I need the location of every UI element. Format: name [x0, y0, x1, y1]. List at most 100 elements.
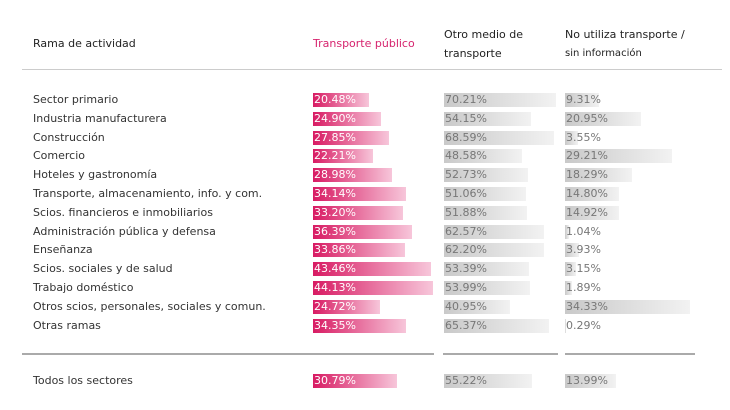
header-no-1: No utiliza transporte /: [565, 28, 685, 41]
table-row: Comercio 22.21% 48.58% 29.21%: [0, 148, 730, 164]
bar-otro: [444, 374, 533, 388]
value-no: 18.29%: [566, 168, 608, 182]
value-tp: 30.79%: [314, 374, 356, 387]
value-no: 14.80%: [566, 187, 608, 200]
value-no: 3.55%: [566, 130, 601, 144]
value-otro: 62.57%: [445, 224, 487, 238]
divider-tp: [22, 353, 434, 355]
bar-otro: [444, 299, 510, 314]
value-tp: 24.72%: [314, 299, 356, 313]
value-no: 13.99%: [566, 374, 608, 387]
bar-tp: [313, 93, 369, 107]
table-row: Otras ramas 34.35% 65.37% 0.29%: [0, 318, 730, 334]
bar-tp: [313, 205, 404, 220]
value-no: 20.95%: [566, 111, 608, 125]
value-otro: 68.59%: [445, 130, 487, 144]
bar-otro: [444, 93, 557, 107]
value-no: 3.15%: [566, 262, 601, 276]
value-no: 1.04%: [566, 224, 601, 238]
value-tp: 36.39%: [314, 224, 356, 238]
value-otro: 54.15%: [445, 111, 487, 125]
bar-tp: [313, 224, 412, 239]
bar-tp: [313, 318, 407, 333]
bar-otro: [444, 149, 522, 164]
value-tp: 27.85%: [314, 130, 356, 144]
table-row: Administración pública y defensa 36.39% 62…: [0, 224, 730, 240]
bar-no: [565, 111, 642, 126]
bar-no: [565, 205, 620, 220]
header-transporte-publico: Transporte público: [313, 37, 415, 50]
bar-tp: [313, 299, 381, 314]
row-label: Transporte, almacenamiento, info. y com.: [33, 187, 263, 200]
value-otro: 65.37%: [445, 318, 487, 332]
bar-otro: [444, 130, 554, 145]
value-otro: 51.06%: [445, 187, 487, 200]
value-tp: 33.86%: [314, 243, 356, 257]
bar-otro: [444, 168, 529, 183]
bar-tp: [313, 149, 374, 164]
row-label: Enseñanza: [33, 243, 93, 257]
table-row: Otros scios, personales, sociales y comu…: [0, 299, 730, 315]
bar-tp: [313, 187, 406, 201]
value-otro: 53.99%: [445, 281, 487, 294]
row-label: Comercio: [33, 149, 86, 163]
row-label: Industria manufacturera: [33, 111, 167, 125]
bar-otro: [444, 205, 527, 220]
table-row: Enseñanza 33.86% 62.20% 3.93%: [0, 242, 730, 258]
row-label: Hoteles y gastronomía: [33, 168, 158, 182]
bar-otro: [444, 318, 549, 333]
table-row: Hoteles y gastronomía 28.98% 52.73% 18.29%: [0, 167, 730, 183]
bar-tp: [313, 168, 392, 183]
value-tp: 28.98%: [314, 168, 356, 182]
bar-otro: [444, 281, 531, 295]
row-label: Todos los sectores: [33, 374, 133, 387]
table-row: Industria manufacturera 24.90% 54.15% 20.95…: [0, 111, 730, 127]
value-no: 14.92%: [566, 205, 608, 219]
value-no: 0.29%: [566, 318, 601, 332]
bar-no: [565, 318, 567, 333]
value-tp: 24.90%: [314, 111, 356, 125]
bar-no: [565, 281, 572, 295]
bar-no: [565, 374, 617, 388]
bar-no: [565, 243, 580, 258]
divider-otro: [443, 353, 558, 355]
value-no: 9.31%: [566, 93, 601, 106]
bar-no: [565, 93, 599, 107]
bar-tp: [313, 130, 389, 145]
total-row: Todos los sectores 30.79% 55.22% 13.99%: [0, 373, 730, 389]
row-label: Otros scios, personales, sociales y comu…: [33, 299, 266, 313]
bar-tp: [313, 281, 434, 295]
bar-no: [565, 168, 632, 183]
bar-tp: [313, 374, 397, 388]
value-tp: 34.14%: [314, 187, 356, 200]
bar-no: [565, 130, 578, 145]
bar-otro: [444, 224, 545, 239]
row-label: Scios. financieros e inmobiliarios: [33, 205, 213, 219]
table-row: Transporte, almacenamiento, info. y com.…: [0, 186, 730, 202]
row-label: Otras ramas: [33, 318, 101, 332]
table-row: Scios. sociales y de salud 43.46% 53.39% 3.…: [0, 261, 730, 277]
value-otro: 70.21%: [445, 93, 487, 106]
bar-tp: [313, 111, 381, 126]
value-tp: 43.46%: [314, 262, 356, 276]
header-no-2: sin información: [565, 48, 642, 59]
bar-otro: [444, 187, 526, 201]
value-no: 3.93%: [566, 243, 601, 257]
table-row: Sector primario 20.48% 70.21% 9.31%: [0, 92, 730, 108]
bar-otro: [444, 262, 530, 277]
value-otro: 55.22%: [445, 374, 487, 387]
header-divider: [22, 69, 722, 70]
value-otro: 48.58%: [445, 149, 487, 163]
value-no: 29.21%: [566, 149, 608, 163]
row-label: Construcción: [33, 130, 105, 144]
bar-otro: [444, 111, 531, 126]
value-tp: 33.20%: [314, 205, 356, 219]
value-no: 34.33%: [566, 299, 608, 313]
value-otro: 51.88%: [445, 205, 487, 219]
value-tp: 44.13%: [314, 281, 356, 294]
header-otro-1: Otro medio de: [444, 28, 523, 41]
header-otro-2: transporte: [444, 47, 502, 60]
row-label: Administración pública y defensa: [33, 224, 216, 238]
bar-otro: [444, 243, 544, 258]
table-row: Trabajo doméstico 44.13% 53.99% 1.89%: [0, 280, 730, 296]
